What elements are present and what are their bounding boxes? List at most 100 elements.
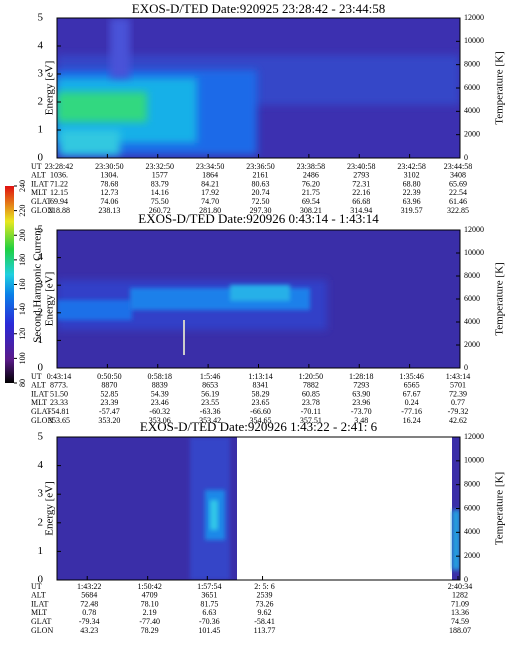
y2-tick-label: 8000: [464, 59, 480, 68]
table-cell: 353.65: [48, 416, 70, 425]
table-cell: 84.21: [201, 179, 219, 188]
table-cell: 2486: [303, 171, 319, 180]
row-label: GLAT: [31, 197, 52, 206]
table-cell: 7882: [303, 381, 319, 390]
y-tick-label: 5: [38, 431, 44, 443]
table-cell: 23.65: [252, 398, 270, 407]
table-cell: 65.69: [449, 179, 467, 188]
table-cell: -70.36: [199, 617, 220, 626]
panel-title: EXOS-D/TED Date:920926 1:43:22 - 2:41: 6: [140, 419, 378, 434]
y-tick-label: 3: [38, 488, 44, 500]
row-label: ALT: [31, 381, 46, 390]
y-tick-label: 0: [38, 152, 44, 164]
table-cell: 20.74: [252, 188, 270, 197]
table-cell: 322.85: [447, 206, 469, 215]
y2-tick-label: 12000: [464, 225, 484, 234]
row-label: GLON: [31, 626, 53, 635]
y-tick-label: 5: [38, 12, 44, 24]
row-label: UT: [31, 162, 42, 171]
table-cell: 319.57: [401, 206, 423, 215]
table-cell: 74.70: [201, 197, 219, 206]
table-cell: 0:50:50: [97, 372, 121, 381]
table-cell: -57.47: [99, 407, 120, 416]
table-cell: 76.20: [302, 179, 320, 188]
table-cell: 22.54: [449, 188, 467, 197]
y2-tick-label: 6000: [464, 503, 480, 512]
colorbar-tick-label: 140: [18, 303, 27, 315]
table-cell: -58.41: [254, 617, 275, 626]
table-cell: -63.36: [200, 407, 221, 416]
table-cell: 1:35:46: [399, 372, 423, 381]
y2-tick-label: 2000: [464, 340, 480, 349]
table-cell: 353.42: [199, 416, 221, 425]
table-cell: 74.06: [100, 197, 118, 206]
spectrogram-image: [57, 437, 460, 580]
table-cell: 1:13:14: [248, 372, 272, 381]
table-cell: 23.55: [201, 398, 219, 407]
table-cell: -66.60: [250, 407, 271, 416]
table-cell: 8653: [202, 381, 218, 390]
table-cell: 1:5:46: [200, 372, 220, 381]
table-cell: 52.85: [100, 389, 118, 398]
table-cell: 23:34:50: [196, 162, 224, 171]
row-label: GLON: [31, 416, 53, 425]
row-label: ALT: [31, 591, 46, 600]
table-cell: -77.40: [139, 617, 160, 626]
table-cell: 1036.: [50, 171, 68, 180]
table-cell: 22.39: [403, 188, 421, 197]
table-cell: 78.29: [141, 626, 159, 635]
row-label: GLAT: [31, 617, 52, 626]
table-cell: 3.48: [354, 416, 368, 425]
table-cell: 1577: [152, 171, 168, 180]
y-tick-label: 1: [38, 334, 44, 346]
table-cell: 51.50: [50, 389, 68, 398]
y2-tick-label: 10000: [464, 248, 484, 257]
table-cell: 1:57:54: [197, 582, 221, 591]
table-cell: 1:43:22: [77, 582, 101, 591]
y-axis-label: Energy [eV]: [44, 272, 56, 326]
table-cell: 60.85: [302, 389, 320, 398]
y2-tick-label: 4000: [464, 106, 480, 115]
table-cell: 23:42:58: [397, 162, 425, 171]
table-cell: 5684: [81, 591, 97, 600]
table-cell: -73.70: [351, 407, 372, 416]
table-cell: 8341: [253, 381, 269, 390]
y2-tick-label: 12000: [464, 13, 484, 22]
y-tick-label: 2: [38, 516, 44, 528]
y2-tick-label: 0: [464, 153, 468, 162]
row-label: ILAT: [31, 389, 48, 398]
colorbar-tick-label: 180: [18, 254, 27, 266]
table-cell: 21.75: [302, 188, 320, 197]
table-cell: 2:40:34: [448, 582, 472, 591]
table-cell: 80.63: [252, 179, 270, 188]
table-cell: 281.80: [199, 206, 221, 215]
y2-tick-label: 4000: [464, 527, 480, 536]
row-label: UT: [31, 372, 42, 381]
y-tick-label: 4: [38, 459, 44, 471]
y2-axis-label: Temperature [K]: [494, 51, 505, 124]
table-cell: 58.29: [252, 389, 270, 398]
table-cell: 2: 5: 6: [254, 582, 274, 591]
table-cell: 188.07: [449, 626, 471, 635]
table-cell: 78.10: [141, 599, 159, 608]
table-cell: 2793: [353, 171, 369, 180]
table-cell: 63.96: [403, 197, 421, 206]
table-cell: 353.06: [149, 416, 171, 425]
y2-tick-label: 6000: [464, 294, 480, 303]
y-tick-label: 2: [38, 96, 44, 108]
table-cell: 353.20: [98, 416, 120, 425]
row-label: MLT: [31, 608, 47, 617]
table-cell: -79.34: [79, 617, 100, 626]
colorbar-tick-label: 160: [18, 279, 27, 291]
table-cell: 75.50: [151, 197, 169, 206]
row-label: UT: [31, 582, 42, 591]
table-cell: 297.30: [250, 206, 272, 215]
table-cell: 23:36:50: [246, 162, 274, 171]
table-cell: 23:40:58: [347, 162, 375, 171]
spectrogram-image: [57, 18, 460, 158]
y2-tick-label: 0: [464, 363, 468, 372]
table-cell: 17.92: [201, 188, 219, 197]
table-cell: 78.68: [100, 179, 118, 188]
y-tick-label: 1: [38, 124, 44, 136]
row-label: MLT: [31, 188, 47, 197]
